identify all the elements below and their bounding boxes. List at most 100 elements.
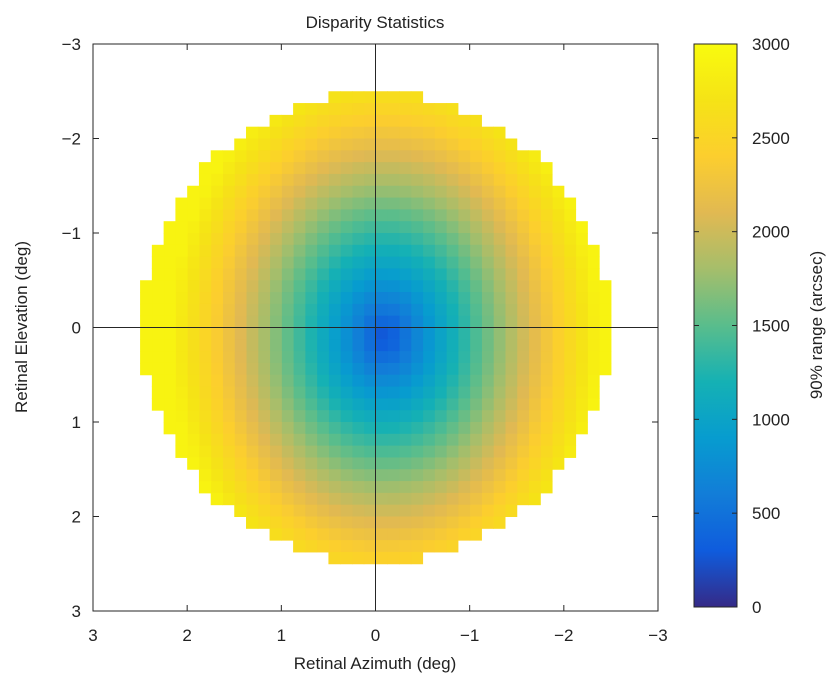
heatmap-cell [563,398,577,411]
heatmap-cell [446,162,459,175]
heatmap-cell [210,268,223,281]
heatmap-cell [481,185,494,199]
heatmap-cell [281,114,294,128]
heatmap-cell [422,339,435,352]
heatmap-cell [387,162,400,175]
heatmap-cell [187,292,200,305]
heatmap-cell [281,528,294,541]
heatmap-cell [540,362,553,376]
heatmap-cell [363,398,376,411]
heatmap-cell [446,138,459,151]
x-tick-label: −2 [554,626,573,645]
heatmap-cell [493,280,506,293]
heatmap-cell [198,433,212,447]
heatmap-cell [410,315,424,328]
heatmap-cell [316,268,329,281]
heatmap-cell [563,233,577,246]
heatmap-cell [351,540,365,553]
heatmap-cell [540,209,553,222]
heatmap-cell [516,481,530,494]
heatmap-cell [375,492,388,506]
heatmap-cell [281,209,294,222]
heatmap-cell [504,433,518,447]
heatmap-cell [175,221,188,234]
heatmap-cell [540,185,553,199]
heatmap-cell [328,386,341,399]
heatmap-cell [469,410,482,423]
heatmap-cell [434,185,447,199]
heatmap-cell [528,280,541,293]
heatmap-cell [422,162,435,175]
heatmap-cell [351,528,365,541]
heatmap-cell [457,398,471,411]
heatmap-cell [281,481,294,494]
heatmap-cell [222,339,235,352]
heatmap-cell [399,492,412,506]
heatmap-cell [269,162,282,175]
heatmap-cell [552,351,565,364]
heatmap-cell [575,327,588,340]
heatmap-cell [246,469,259,482]
heatmap-cell [163,303,176,317]
heatmap-cell [363,162,376,175]
heatmap-cell [504,315,518,328]
heatmap-cell [246,150,259,163]
heatmap-cell [563,422,577,435]
heatmap-cell [493,209,506,222]
heatmap-cell [387,551,400,565]
heatmap-cell [375,516,388,529]
x-tick-label: 2 [182,626,191,645]
heatmap-cell [328,292,341,305]
heatmap-cell [187,256,200,269]
heatmap-cell [469,233,482,246]
heatmap-cell [198,327,212,340]
heatmap-cell [422,209,435,222]
heatmap-cell [328,126,341,139]
heatmap-cell [587,351,600,364]
heatmap-cell [481,327,494,340]
heatmap-cell [457,303,471,317]
heatmap-cell [187,410,200,423]
heatmap-cell [234,445,247,458]
heatmap-cell [222,221,235,234]
heatmap-cell [434,492,447,506]
heatmap-cell [457,221,471,234]
heatmap-cell [363,445,376,458]
heatmap-cell [493,362,506,376]
heatmap-cell [234,221,247,234]
heatmap-cell [151,386,165,399]
heatmap-cell [293,327,306,340]
heatmap-cell [234,339,247,352]
heatmap-cell [246,138,259,151]
heatmap-cell [281,351,294,364]
heatmap-cell [316,410,329,423]
heatmap-cell [422,103,435,116]
heatmap-cell [222,268,235,281]
heatmap-cell [304,209,318,222]
heatmap-cell [434,362,447,376]
heatmap-cell [351,445,365,458]
heatmap-cell [375,351,388,364]
heatmap-cell [351,209,365,222]
heatmap-cell [587,386,600,399]
heatmap-cell [504,138,518,151]
heatmap-cell [163,221,176,234]
heatmap-cell [599,303,612,317]
heatmap-cell [269,221,282,234]
heatmap-cell [563,280,577,293]
heatmap-cell [422,386,435,399]
heatmap-cell [363,268,376,281]
heatmap-cell [222,173,235,187]
heatmap-cell [328,457,341,470]
heatmap-cell [269,351,282,364]
heatmap-cell [304,173,318,187]
heatmap-cell [399,351,412,364]
heatmap-cell [457,114,471,128]
heatmap-cell [198,457,212,470]
heatmap-cell [340,422,353,435]
heatmap-cell [281,398,294,411]
heatmap-cell [187,386,200,399]
heatmap-cell [257,150,271,163]
heatmap-cell [504,256,518,269]
heatmap-cell [516,233,530,246]
